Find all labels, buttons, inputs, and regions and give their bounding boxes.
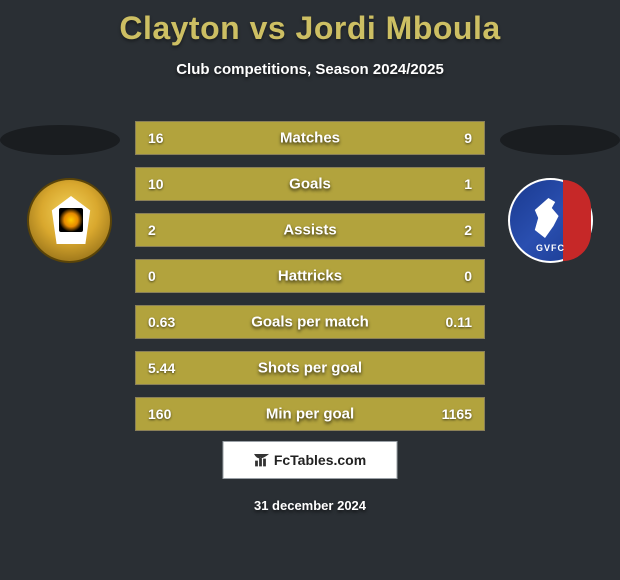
brand-footer: FcTables.com — [223, 441, 398, 479]
bar-label: Goals per match — [136, 314, 484, 331]
bar-label: Matches — [136, 130, 484, 147]
chart-icon — [254, 452, 270, 468]
stat-row: 22Assists — [135, 213, 485, 247]
club-crest-right — [508, 178, 593, 263]
brand-text: FcTables.com — [274, 452, 366, 468]
page-subtitle: Club competitions, Season 2024/2025 — [0, 61, 620, 78]
bar-label: Min per goal — [136, 406, 484, 423]
page-title: Clayton vs Jordi Mboula — [0, 0, 620, 47]
stat-row: 5.44Shots per goal — [135, 351, 485, 385]
rooster-icon — [528, 198, 562, 238]
date-text: 31 december 2024 — [0, 498, 620, 513]
bar-label: Shots per goal — [136, 360, 484, 377]
stat-row: 0.630.11Goals per match — [135, 305, 485, 339]
stat-row: 1601165Min per goal — [135, 397, 485, 431]
bar-label: Hattricks — [136, 268, 484, 285]
crest-shadow-right — [500, 125, 620, 155]
stat-bars: 169Matches 101Goals 22Assists 00Hattricks 0.… — [135, 121, 485, 443]
stat-row: 169Matches — [135, 121, 485, 155]
stat-row: 00Hattricks — [135, 259, 485, 293]
club-crest-left — [27, 178, 112, 263]
bar-label: Goals — [136, 176, 484, 193]
stat-row: 101Goals — [135, 167, 485, 201]
crest-shadow-left — [0, 125, 120, 155]
bar-label: Assists — [136, 222, 484, 239]
